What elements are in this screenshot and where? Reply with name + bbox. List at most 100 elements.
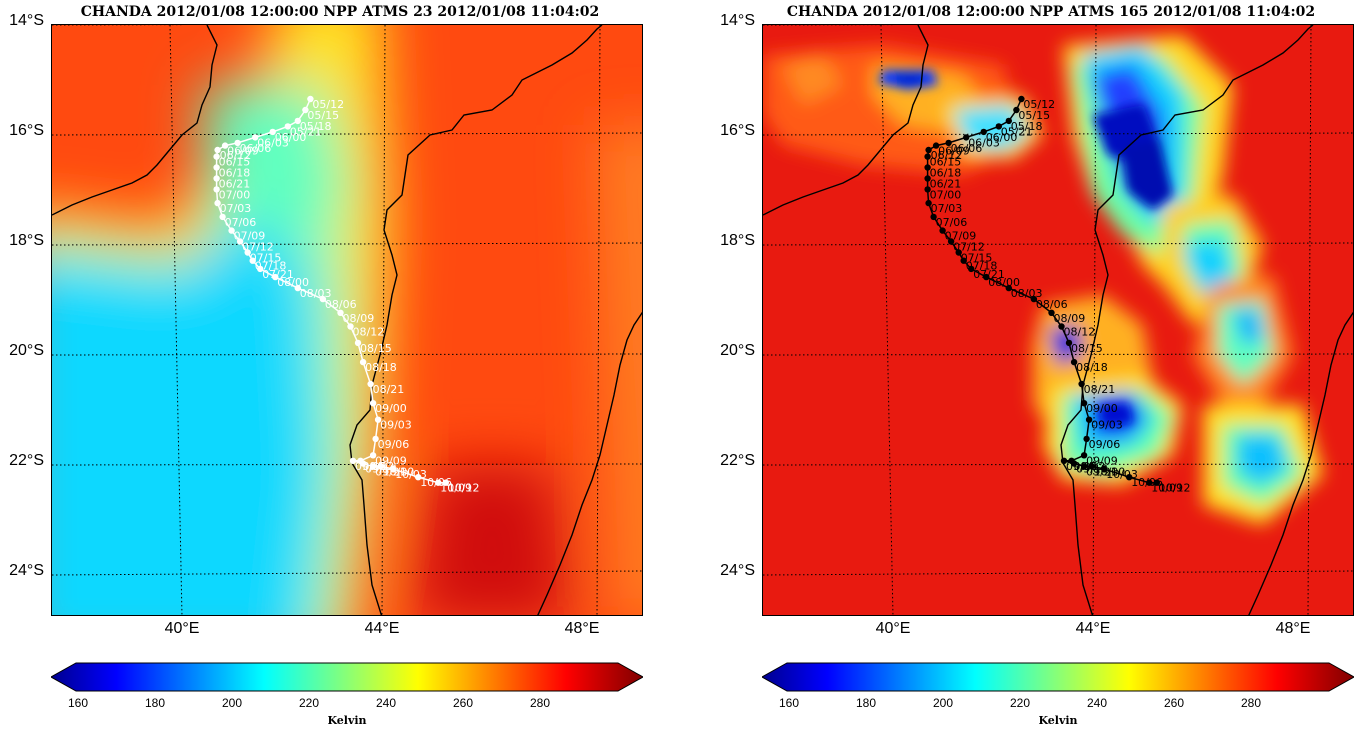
track-point-label: 05/18 [1011, 120, 1043, 133]
track-point [307, 95, 314, 103]
track-point-label: 05/18 [300, 120, 332, 133]
track-point [1080, 452, 1088, 459]
track-point-label: 05/12 [312, 98, 344, 111]
brightness-temperature-map: 05/12 05/15 05/18 05/21 06/00 06/03 06/06 06/09… [51, 24, 643, 616]
track-point [1088, 463, 1095, 470]
track-point [221, 142, 229, 149]
track-point [1048, 309, 1055, 316]
panel-atms-23: CHANDA 2012/01/08 12:00:00 NPP ATMS 23 2… [0, 0, 680, 734]
colorbar-tick: 200 [221, 696, 243, 710]
track-point-label: 06/18 [219, 167, 251, 180]
track-point-label: 09/09 [375, 454, 407, 467]
track-point-label: 06/00 [275, 131, 307, 144]
track-point [1060, 457, 1068, 464]
track-point-label: 10/09 [1151, 482, 1183, 495]
colorbar-tick: 240 [375, 696, 397, 710]
track-point-label: 09/00 [375, 402, 407, 415]
track-point [213, 153, 220, 160]
lon-tick-label: 40°E [164, 620, 200, 637]
colorbar-label: Kelvin [1038, 714, 1078, 727]
track-point-label: 08/00 [988, 276, 1020, 289]
track-point [968, 265, 975, 273]
track-point [374, 416, 382, 423]
track-point [1078, 380, 1085, 388]
track-point-label: 09/21 [375, 465, 407, 478]
track-point-label: 08/15 [360, 342, 392, 355]
track-point [924, 164, 931, 171]
colorbar-tick: 220 [1009, 696, 1031, 710]
track-point-label: 09/03 [380, 419, 412, 432]
lon-tick-label: 48°E [564, 620, 600, 637]
lat-tick-label: 20°S [720, 342, 755, 359]
lat-tick-label: 20°S [9, 342, 44, 359]
track-point [319, 295, 327, 303]
track-point-label: 08/21 [1084, 383, 1116, 396]
lat-tick-label: 22°S [9, 452, 44, 469]
track-point-label: 06/06 [240, 142, 272, 155]
track-point-label: 09/09 [1086, 454, 1118, 467]
lat-tick-label: 16°S [720, 122, 755, 139]
track-point-label: 09/00 [1086, 402, 1118, 415]
track-point [980, 128, 987, 136]
track-point [924, 186, 931, 193]
track-point-label: 06/00 [986, 131, 1018, 144]
colorbar-tick: 200 [932, 696, 954, 710]
track-point [1005, 117, 1012, 125]
track-point [415, 474, 422, 481]
track-point [349, 457, 357, 464]
track-point-label: 09/06 [378, 438, 410, 451]
track-point [925, 146, 932, 154]
track-point-label: 08/12 [1064, 326, 1096, 339]
colorbar-tick: 280 [529, 696, 551, 710]
track-point [213, 164, 220, 171]
track-point [249, 257, 256, 264]
track-point [1080, 400, 1088, 407]
track-point [1058, 323, 1065, 330]
track-point [214, 146, 221, 154]
colorbar-tick: 180 [855, 696, 877, 710]
track-point-label: 08/15 [1071, 342, 1103, 355]
track-point-label: 06/18 [930, 167, 962, 180]
colorbar-tick: 220 [298, 696, 320, 710]
track-point [435, 479, 442, 486]
track-point-label: 10/09 [440, 482, 472, 495]
map-canvas: 05/1205/1505/1805/2106/0006/0306/0606/09… [52, 25, 642, 615]
track-point-label: 07/15 [250, 252, 282, 265]
track-point-label: 07/12 [953, 241, 985, 254]
track-point [213, 175, 220, 182]
track-point-label: 08/21 [373, 383, 405, 396]
track-point [294, 117, 301, 125]
panel-atms-165: CHANDA 2012/01/08 12:00:00 NPP ATMS 165 … [711, 0, 1361, 734]
track-point-label: 08/00 [277, 276, 309, 289]
track-point [252, 134, 259, 141]
track-point [294, 284, 301, 292]
lon-tick-label: 40°E [875, 620, 911, 637]
track-point [1070, 358, 1078, 366]
track-point [1146, 479, 1153, 486]
track-point [924, 175, 931, 182]
lat-tick-label: 16°S [9, 122, 44, 139]
storm-track: 05/1205/1505/1805/2106/0006/0306/0606/09… [213, 95, 480, 495]
track-point [930, 213, 937, 221]
track-point-label: 06/03 [257, 136, 289, 149]
colorbar-tick: 260 [1163, 696, 1185, 710]
lon-tick-label: 48°E [1275, 620, 1311, 637]
lat-tick-label: 14°S [9, 12, 44, 29]
track-point-label: 08/12 [353, 326, 385, 339]
track-point [1005, 284, 1012, 292]
track-point-label: 06/03 [968, 136, 1000, 149]
track-point [390, 465, 397, 473]
colorbar-tick: 280 [1240, 696, 1262, 710]
track-point-label: 07/03 [220, 202, 252, 215]
track-point-label: 09/03 [1091, 419, 1123, 432]
track-point [932, 142, 940, 149]
track-point [284, 123, 291, 130]
track-point [377, 463, 384, 470]
chart-title: CHANDA 2012/01/08 12:00:00 NPP ATMS 23 2… [80, 4, 600, 20]
track-point-label: 06/12 [931, 149, 963, 162]
track-point [302, 106, 309, 114]
track-point-label: 08/06 [1036, 298, 1068, 311]
track-point [219, 213, 226, 221]
track-point [372, 435, 379, 443]
track-point [1083, 435, 1090, 443]
